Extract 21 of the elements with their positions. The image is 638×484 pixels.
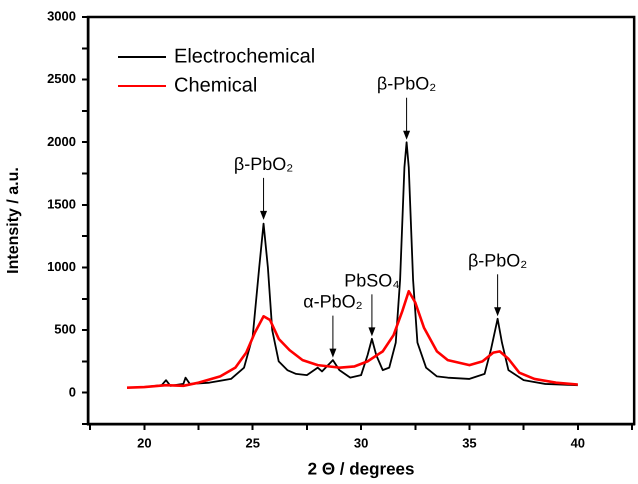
x-tick-label: 20 — [137, 435, 152, 450]
y-tick-label: 3000 — [47, 8, 76, 24]
annotation: β-PbO₂ — [376, 74, 436, 94]
annotation: PbSO₄ — [344, 270, 400, 290]
x-axis-title: 2 Θ / degrees — [308, 459, 414, 478]
y-tick-label: 1500 — [47, 196, 76, 212]
annotation: β-PbO₂ — [468, 250, 528, 270]
y-tick-label: 0 — [68, 384, 76, 400]
legend-label: Electrochemical — [174, 46, 316, 68]
legend-label: Chemical — [174, 74, 258, 97]
annotation: α-PbO₂ — [303, 292, 363, 312]
y-tick-label: 2500 — [47, 71, 76, 86]
x-tick-label: 35 — [462, 435, 477, 450]
x-tick-label: 30 — [354, 435, 368, 450]
x-tick-label: 25 — [245, 435, 260, 450]
y-tick-label: 2000 — [47, 134, 76, 149]
y-tick-label: 500 — [54, 322, 76, 337]
x-tick-label: 40 — [570, 435, 586, 450]
y-axis-title: Intensity / a.u. — [5, 167, 22, 274]
annotation: β-PbO₂ — [234, 154, 294, 174]
y-tick-label: 1000 — [47, 259, 76, 274]
